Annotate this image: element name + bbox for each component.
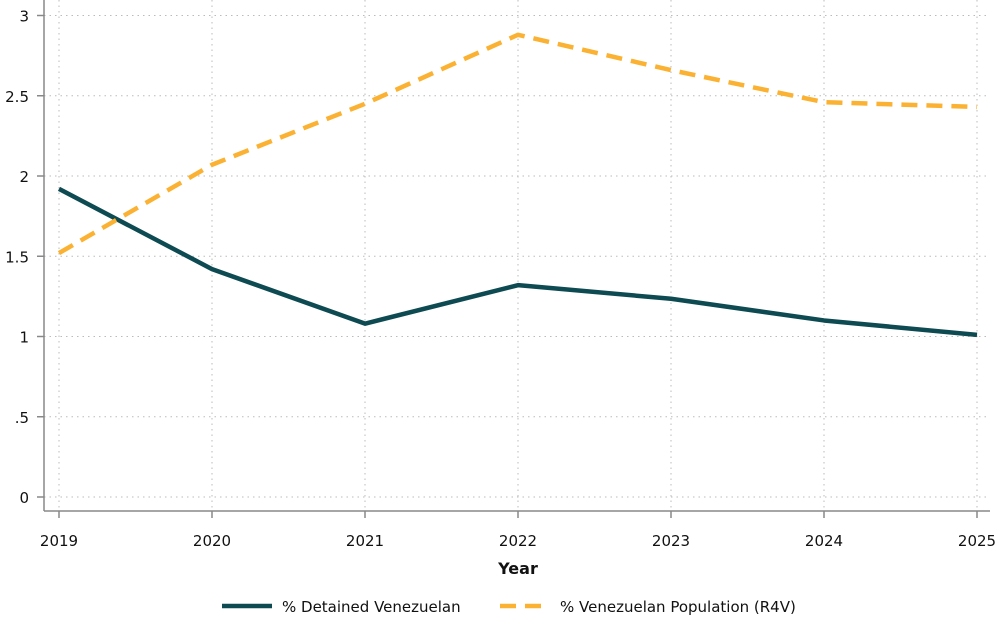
y-tick-label: 1	[19, 329, 29, 347]
legend-item-population: % Venezuelan Population (R4V)	[560, 598, 796, 616]
x-tick-label: 2021	[346, 532, 384, 550]
y-tick-label: 0	[19, 489, 29, 507]
legend: % Detained Venezuelan % Venezuelan Popula…	[222, 598, 796, 616]
y-tick-label: 2.5	[5, 88, 29, 106]
x-tick-label: 2025	[958, 532, 996, 550]
series-lines	[59, 35, 977, 335]
y-tick-label: 2	[19, 168, 29, 186]
legend-item-detained: % Detained Venezuelan	[282, 598, 461, 616]
x-ticks: 2019 2020 2021 2022 2023 2024 2025	[40, 511, 996, 550]
x-tick-label: 2023	[652, 532, 690, 550]
y-tick-label: .5	[15, 409, 29, 427]
series-line-0	[59, 189, 977, 335]
x-tick-label: 2020	[193, 532, 231, 550]
x-axis-label: Year	[497, 559, 538, 578]
x-tick-label: 2019	[40, 532, 78, 550]
y-tick-label: 3	[19, 8, 29, 26]
x-tick-label: 2024	[805, 532, 843, 550]
x-tick-label: 2022	[499, 532, 537, 550]
y-tick-label: 1.5	[5, 248, 29, 266]
y-ticks: 0 .5 1 1.5 2 2.5 3	[5, 8, 44, 508]
